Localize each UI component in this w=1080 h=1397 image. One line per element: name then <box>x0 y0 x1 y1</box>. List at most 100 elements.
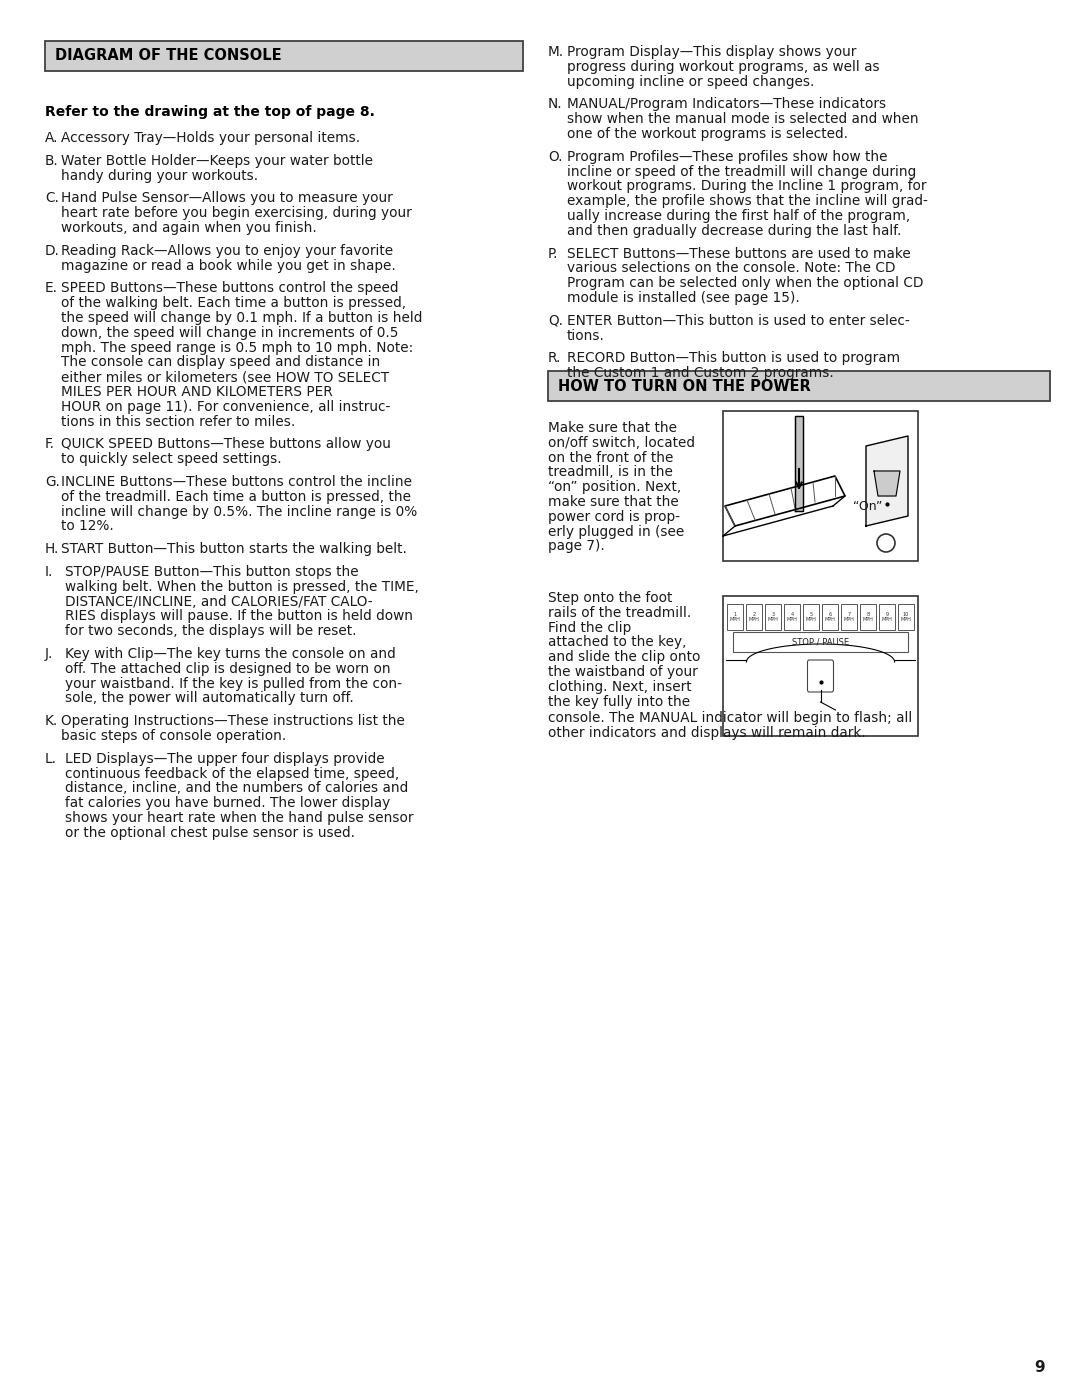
Text: heart rate before you begin exercising, during your: heart rate before you begin exercising, … <box>60 207 411 221</box>
Text: D.: D. <box>45 244 59 258</box>
Text: show when the manual mode is selected and when: show when the manual mode is selected an… <box>567 112 919 126</box>
Text: the Custom 1 and Custom 2 programs.: the Custom 1 and Custom 2 programs. <box>567 366 834 380</box>
Text: clothing. Next, insert: clothing. Next, insert <box>548 680 691 694</box>
Text: the speed will change by 0.1 mph. If a button is held: the speed will change by 0.1 mph. If a b… <box>60 312 422 326</box>
Text: magazine or read a book while you get in shape.: magazine or read a book while you get in… <box>60 258 395 272</box>
Text: ually increase during the first half of the program,: ually increase during the first half of … <box>567 210 910 224</box>
Text: upcoming incline or speed changes.: upcoming incline or speed changes. <box>567 74 814 88</box>
Text: on the front of the: on the front of the <box>548 451 673 465</box>
Text: treadmill, is in the: treadmill, is in the <box>548 465 673 479</box>
FancyBboxPatch shape <box>841 604 858 630</box>
Text: of the walking belt. Each time a button is pressed,: of the walking belt. Each time a button … <box>60 296 406 310</box>
Text: tions in this section refer to miles.: tions in this section refer to miles. <box>60 415 295 429</box>
Text: B.: B. <box>45 154 58 168</box>
Text: console. The MANUAL indicator will begin to flash; all: console. The MANUAL indicator will begin… <box>548 711 913 725</box>
FancyBboxPatch shape <box>808 659 834 692</box>
Text: Make sure that the: Make sure that the <box>548 420 677 434</box>
Text: Step onto the foot: Step onto the foot <box>548 591 673 605</box>
FancyBboxPatch shape <box>897 604 914 630</box>
Text: N.: N. <box>548 98 563 112</box>
Text: power cord is prop-: power cord is prop- <box>548 510 680 524</box>
Text: Program can be selected only when the optional CD: Program can be selected only when the op… <box>567 277 923 291</box>
FancyBboxPatch shape <box>784 604 800 630</box>
Text: L.: L. <box>45 752 57 766</box>
Text: down, the speed will change in increments of 0.5: down, the speed will change in increment… <box>60 326 399 339</box>
Text: page 7).: page 7). <box>548 539 605 553</box>
Text: The console can display speed and distance in: The console can display speed and distan… <box>60 355 380 369</box>
Text: RIES displays will pause. If the button is held down: RIES displays will pause. If the button … <box>65 609 413 623</box>
Text: “On”: “On” <box>853 500 882 513</box>
Text: continuous feedback of the elapsed time, speed,: continuous feedback of the elapsed time,… <box>65 767 400 781</box>
Text: 1
MPH: 1 MPH <box>730 612 741 623</box>
Text: the waistband of your: the waistband of your <box>548 665 698 679</box>
Text: rails of the treadmill.: rails of the treadmill. <box>548 606 691 620</box>
Text: the key fully into the: the key fully into the <box>548 694 690 708</box>
Text: tions.: tions. <box>567 328 605 342</box>
Text: 2
MPH: 2 MPH <box>748 612 759 623</box>
Text: MANUAL/Program Indicators—These indicators: MANUAL/Program Indicators—These indicato… <box>567 98 886 112</box>
Text: 8
MPH: 8 MPH <box>863 612 874 623</box>
Text: Reading Rack—Allows you to enjoy your favorite: Reading Rack—Allows you to enjoy your fa… <box>60 244 393 258</box>
Text: 3
MPH: 3 MPH <box>768 612 779 623</box>
Text: progress during workout programs, as well as: progress during workout programs, as wel… <box>567 60 879 74</box>
FancyBboxPatch shape <box>733 631 908 652</box>
Text: basic steps of console operation.: basic steps of console operation. <box>60 729 286 743</box>
Text: “on” position. Next,: “on” position. Next, <box>548 481 681 495</box>
Text: SELECT Buttons—These buttons are used to make: SELECT Buttons—These buttons are used to… <box>567 247 910 261</box>
Text: for two seconds, the displays will be reset.: for two seconds, the displays will be re… <box>65 624 356 638</box>
FancyBboxPatch shape <box>822 604 838 630</box>
Text: Q.: Q. <box>548 314 563 328</box>
Text: E.: E. <box>45 281 58 295</box>
Text: of the treadmill. Each time a button is pressed, the: of the treadmill. Each time a button is … <box>60 490 411 504</box>
Text: Operating Instructions—These instructions list the: Operating Instructions—These instruction… <box>60 714 405 728</box>
Text: A.: A. <box>45 131 58 145</box>
Text: SPEED Buttons—These buttons control the speed: SPEED Buttons—These buttons control the … <box>60 281 399 295</box>
Text: HOW TO TURN ON THE POWER: HOW TO TURN ON THE POWER <box>558 379 811 394</box>
Text: and then gradually decrease during the last half.: and then gradually decrease during the l… <box>567 224 902 237</box>
Text: off. The attached clip is designed to be worn on: off. The attached clip is designed to be… <box>65 662 391 676</box>
Text: to quickly select speed settings.: to quickly select speed settings. <box>60 453 282 467</box>
Text: incline or speed of the treadmill will change during: incline or speed of the treadmill will c… <box>567 165 916 179</box>
Text: workout programs. During the Incline 1 program, for: workout programs. During the Incline 1 p… <box>567 179 927 193</box>
Text: erly plugged in (see: erly plugged in (see <box>548 525 685 539</box>
Text: 7
MPH: 7 MPH <box>843 612 854 623</box>
Text: Refer to the drawing at the top of page 8.: Refer to the drawing at the top of page … <box>45 105 375 119</box>
Polygon shape <box>874 471 900 496</box>
Text: example, the profile shows that the incline will grad-: example, the profile shows that the incl… <box>567 194 928 208</box>
Text: F.: F. <box>45 437 55 451</box>
Text: 10
MPH: 10 MPH <box>901 612 912 623</box>
Text: your waistband. If the key is pulled from the con-: your waistband. If the key is pulled fro… <box>65 676 402 690</box>
Text: RECORD Button—This button is used to program: RECORD Button—This button is used to pro… <box>567 352 900 366</box>
Text: various selections on the console. Note: The CD: various selections on the console. Note:… <box>567 261 895 275</box>
Text: workouts, and again when you finish.: workouts, and again when you finish. <box>60 221 316 235</box>
Text: Water Bottle Holder—Keeps your water bottle: Water Bottle Holder—Keeps your water bot… <box>60 154 373 168</box>
FancyBboxPatch shape <box>860 604 876 630</box>
Text: Find the clip: Find the clip <box>548 620 631 634</box>
Text: mph. The speed range is 0.5 mph to 10 mph. Note:: mph. The speed range is 0.5 mph to 10 mp… <box>60 341 414 355</box>
Text: either miles or kilometers (see HOW TO SELECT: either miles or kilometers (see HOW TO S… <box>60 370 389 384</box>
Text: or the optional chest pulse sensor is used.: or the optional chest pulse sensor is us… <box>65 826 355 840</box>
Text: P.: P. <box>548 247 558 261</box>
FancyBboxPatch shape <box>45 41 523 71</box>
FancyBboxPatch shape <box>804 604 819 630</box>
FancyBboxPatch shape <box>727 604 743 630</box>
Text: INCLINE Buttons—These buttons control the incline: INCLINE Buttons—These buttons control th… <box>60 475 411 489</box>
Text: ENTER Button—This button is used to enter selec-: ENTER Button—This button is used to ente… <box>567 314 909 328</box>
Polygon shape <box>866 436 908 527</box>
Text: Accessory Tray—Holds your personal items.: Accessory Tray—Holds your personal items… <box>60 131 360 145</box>
Text: on/off switch, located: on/off switch, located <box>548 436 696 450</box>
Text: DISTANCE/INCLINE, and CALORIES/FAT CALO-: DISTANCE/INCLINE, and CALORIES/FAT CALO- <box>65 595 373 609</box>
Text: O.: O. <box>548 149 563 163</box>
Polygon shape <box>795 416 804 511</box>
Text: handy during your workouts.: handy during your workouts. <box>60 169 258 183</box>
FancyBboxPatch shape <box>746 604 762 630</box>
Text: G.: G. <box>45 475 59 489</box>
Text: Program Profiles—These profiles show how the: Program Profiles—These profiles show how… <box>567 149 888 163</box>
Text: attached to the key,: attached to the key, <box>548 636 687 650</box>
Text: module is installed (see page 15).: module is installed (see page 15). <box>567 291 800 305</box>
Text: 6
MPH: 6 MPH <box>824 612 836 623</box>
Text: one of the workout programs is selected.: one of the workout programs is selected. <box>567 127 848 141</box>
FancyBboxPatch shape <box>765 604 781 630</box>
Text: QUICK SPEED Buttons—These buttons allow you: QUICK SPEED Buttons—These buttons allow … <box>60 437 391 451</box>
Text: fat calories you have burned. The lower display: fat calories you have burned. The lower … <box>65 796 390 810</box>
